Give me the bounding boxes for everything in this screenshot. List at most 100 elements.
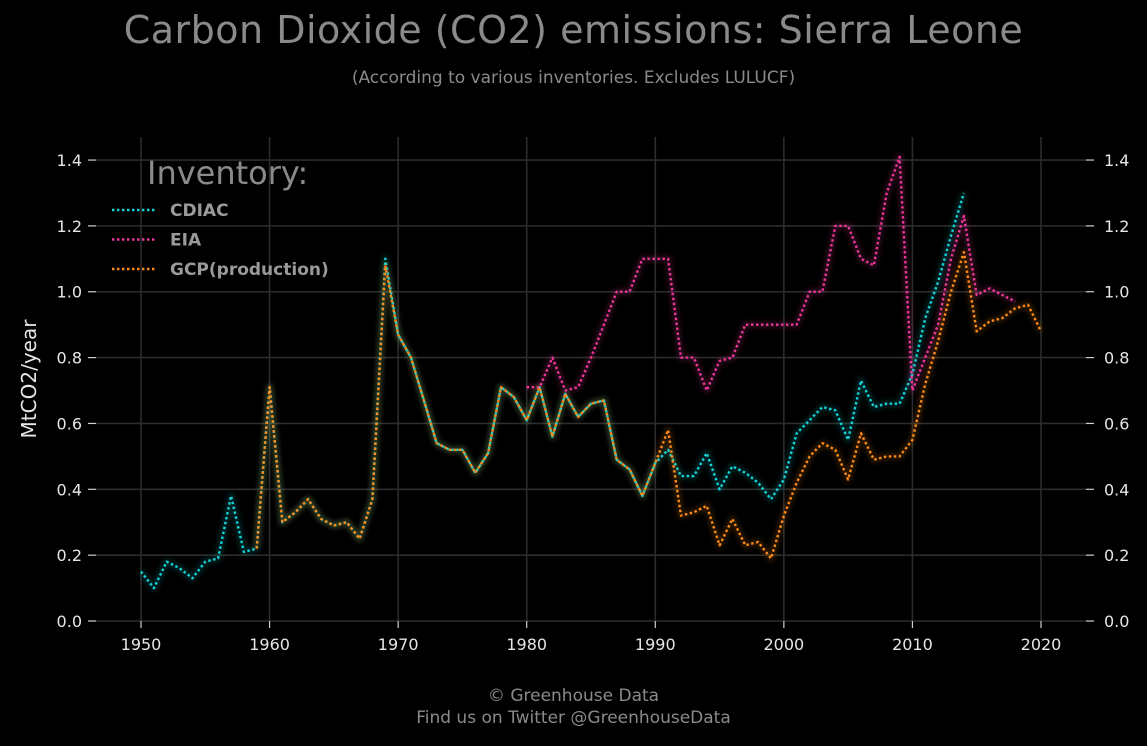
data-point (886, 403, 888, 405)
data-point (950, 235, 952, 237)
data-point (706, 390, 708, 392)
data-point (719, 360, 721, 362)
data-point (860, 258, 862, 260)
legend-label: EIA (170, 231, 202, 251)
y-tick-label-right: 1.4 (1104, 151, 1129, 170)
data-point (384, 265, 386, 267)
y-tick-label-left: 0.6 (57, 414, 82, 433)
x-tick-label: 1970 (378, 635, 419, 654)
data-point (320, 518, 322, 520)
data-point (847, 225, 849, 227)
data-point (526, 386, 528, 388)
data-point (732, 518, 734, 520)
y-tick-label-right: 0.0 (1104, 612, 1129, 631)
data-point (822, 442, 824, 444)
chart-subtitle: (According to various inventories. Exclu… (351, 68, 796, 88)
data-point (513, 396, 515, 398)
data-point (577, 416, 579, 418)
x-tick-label: 1990 (635, 635, 676, 654)
data-point (924, 383, 926, 385)
data-point (719, 488, 721, 490)
data-point (963, 251, 965, 253)
data-point (834, 449, 836, 451)
data-point (706, 505, 708, 507)
y-tick-label-left: 0.0 (57, 612, 82, 631)
x-tick-label: 1960 (249, 635, 290, 654)
data-point (436, 442, 438, 444)
y-tick-label-left: 0.4 (57, 480, 82, 499)
data-point (346, 521, 348, 523)
series-glow (253, 248, 1045, 562)
data-point (552, 357, 554, 359)
x-tick-label: 1980 (506, 635, 547, 654)
legend-label: GCP(production) (170, 260, 329, 280)
data-point (410, 357, 412, 359)
data-point (706, 452, 708, 454)
data-point (744, 472, 746, 474)
data-point (860, 433, 862, 435)
data-point (899, 456, 901, 458)
data-point (924, 317, 926, 319)
data-point (963, 215, 965, 217)
data-point (204, 561, 206, 563)
data-point (680, 475, 682, 477)
data-point (474, 472, 476, 474)
data-point (1027, 304, 1029, 306)
series-layer (138, 153, 1045, 592)
data-point (873, 406, 875, 408)
data-point (616, 291, 618, 293)
data-point (1014, 307, 1016, 309)
x-tick-label: 2010 (892, 635, 933, 654)
data-point (487, 452, 489, 454)
data-point (603, 400, 605, 402)
data-point (603, 324, 605, 326)
data-point (693, 512, 695, 514)
data-point (719, 544, 721, 546)
y-axis-label: MtCO2/year (17, 319, 41, 439)
x-tick-label: 2020 (1021, 635, 1062, 654)
y-tick-label-left: 1.4 (57, 151, 82, 170)
data-point (924, 357, 926, 359)
data-point (166, 561, 168, 563)
data-point (976, 330, 978, 332)
data-point (230, 495, 232, 497)
data-point (732, 465, 734, 467)
data-point (243, 551, 245, 553)
legend-label: CDIAC (170, 201, 229, 221)
data-point (153, 587, 155, 589)
data-point (629, 469, 631, 471)
data-point (500, 386, 502, 388)
y-tick-label-left: 0.8 (57, 349, 82, 368)
data-point (783, 515, 785, 517)
y-tick-label-right: 0.2 (1104, 546, 1129, 565)
series-eia (526, 153, 1017, 394)
data-point (770, 324, 772, 326)
data-point (140, 571, 142, 573)
data-point (757, 541, 759, 543)
data-point (834, 409, 836, 411)
data-point (680, 357, 682, 359)
x-tick-label: 2000 (763, 635, 804, 654)
data-point (937, 281, 939, 283)
data-point (847, 479, 849, 481)
data-point (770, 498, 772, 500)
data-point (539, 386, 541, 388)
data-point (693, 357, 695, 359)
data-point (744, 324, 746, 326)
chart-title: Carbon Dioxide (CO2) emissions: Sierra L… (123, 8, 1024, 52)
data-point (770, 558, 772, 560)
data-point (423, 400, 425, 402)
data-point (667, 258, 669, 260)
data-point (564, 393, 566, 395)
data-point (294, 512, 296, 514)
data-point (192, 577, 194, 579)
legend-title: Inventory: (147, 154, 308, 192)
footer-credit: © Greenhouse Data (487, 686, 660, 706)
series-cdiac (138, 191, 968, 592)
data-point (744, 544, 746, 546)
data-point (1040, 330, 1042, 332)
data-point (950, 291, 952, 293)
x-tick-label: 1950 (121, 635, 162, 654)
data-point (1002, 317, 1004, 319)
data-point (693, 475, 695, 477)
